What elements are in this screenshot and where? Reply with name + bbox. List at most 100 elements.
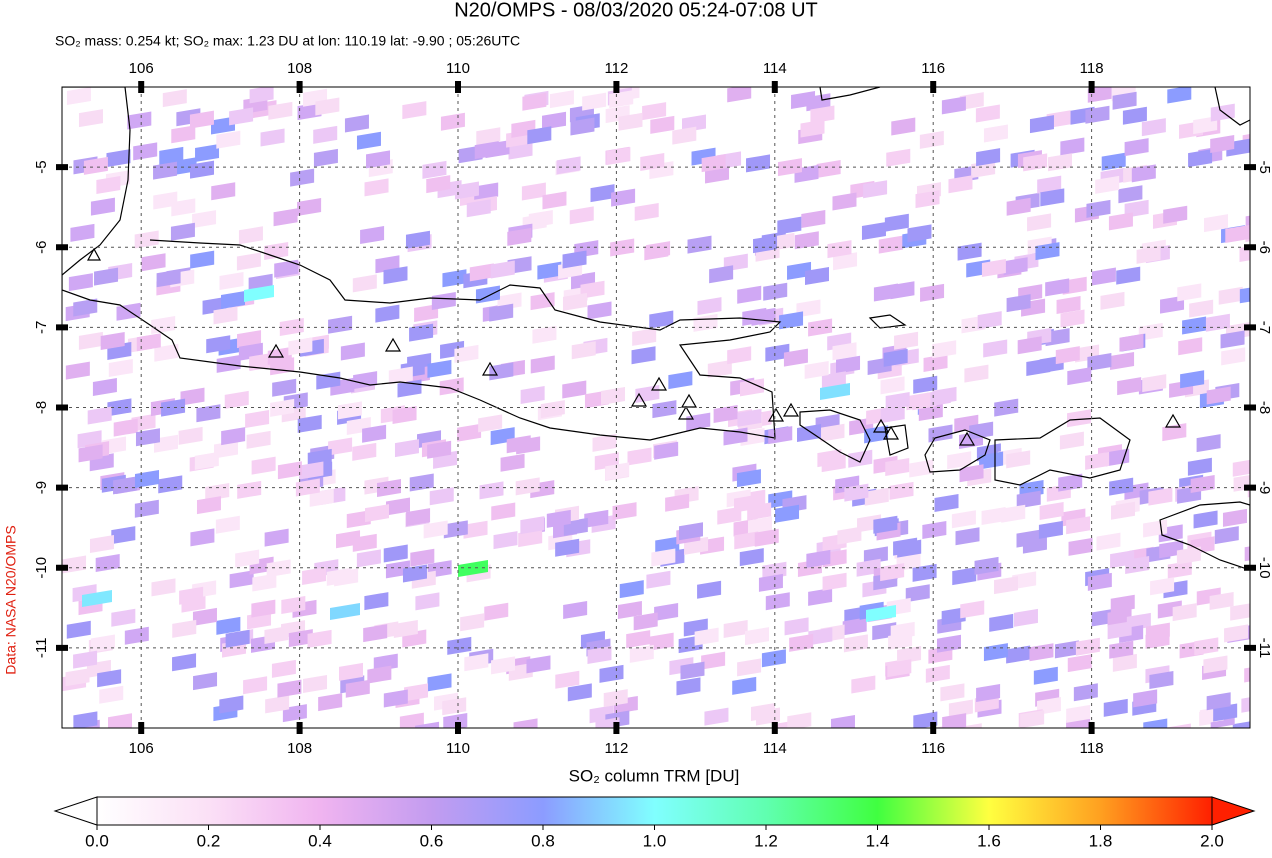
pixel <box>632 327 657 346</box>
pixel <box>880 563 905 582</box>
pixel <box>787 712 812 728</box>
pixel <box>96 176 121 195</box>
pixel <box>1055 346 1080 365</box>
pixel <box>701 651 726 670</box>
pixel <box>1194 637 1219 656</box>
pixel <box>195 144 220 163</box>
pixel <box>423 520 448 539</box>
pixel <box>1126 612 1151 631</box>
coastlines <box>62 87 1250 571</box>
pixel <box>959 464 984 483</box>
pixel <box>976 148 1001 167</box>
pixel <box>1244 546 1250 562</box>
pixel <box>1006 450 1031 469</box>
pixel <box>936 634 961 653</box>
pixel <box>113 418 138 437</box>
pixel <box>1210 135 1235 154</box>
volcano <box>630 392 648 407</box>
colorbar-tick-label: 1.8 <box>1089 831 1113 850</box>
pixel <box>562 380 587 399</box>
pixel <box>1241 697 1250 713</box>
pixel <box>404 683 429 702</box>
pixel <box>587 301 612 320</box>
pixel <box>631 346 656 365</box>
pixel <box>409 473 434 492</box>
pixel <box>887 659 912 678</box>
pixel <box>171 125 196 144</box>
pixel <box>569 206 594 225</box>
pixel <box>211 182 236 201</box>
pixel <box>336 530 361 549</box>
credit: Data: NASA N20/OMPS <box>3 525 19 674</box>
pixel <box>880 376 905 395</box>
pixel <box>587 646 612 665</box>
pixel <box>1230 603 1250 621</box>
pixel <box>932 340 957 359</box>
pixel <box>737 408 762 427</box>
pixel <box>1006 645 1031 664</box>
pixel <box>527 126 552 145</box>
pixel <box>229 107 254 126</box>
pixel <box>842 617 867 636</box>
title: N20/OMPS - 08/03/2020 05:24-07:08 UT <box>454 0 818 21</box>
pixel <box>765 592 790 611</box>
pixel <box>713 404 738 423</box>
colorbar-label: SO₂ column TRM [DU] <box>569 766 740 785</box>
pixel <box>611 188 636 207</box>
pixel <box>605 462 630 481</box>
pixel <box>307 448 332 467</box>
pixel <box>964 364 989 383</box>
pixel <box>884 213 909 232</box>
pixel <box>775 504 800 523</box>
pixel <box>1109 640 1134 659</box>
pixel <box>989 613 1014 632</box>
pixel <box>907 224 932 243</box>
pixel <box>905 584 930 603</box>
pixel <box>245 409 270 428</box>
pixel <box>894 331 919 350</box>
pixel <box>1162 423 1187 442</box>
pixel <box>251 456 276 475</box>
pixel <box>827 240 852 259</box>
pixel <box>457 423 482 442</box>
pixel <box>791 90 816 109</box>
pixel <box>330 603 360 620</box>
pixel <box>694 627 719 646</box>
pixel <box>1110 352 1135 371</box>
pixel <box>172 653 197 672</box>
pixel <box>709 265 734 284</box>
colorbar-tick-label: 0.2 <box>197 831 221 850</box>
pixel <box>243 676 268 695</box>
pixel <box>474 182 499 201</box>
y-tick-label: -6 <box>33 241 50 254</box>
pixel <box>422 160 447 179</box>
pixel <box>180 387 205 406</box>
pixel <box>864 487 889 506</box>
pixel <box>252 573 277 592</box>
pixel <box>406 508 431 527</box>
pixel <box>1182 316 1207 335</box>
pixel <box>707 359 732 378</box>
x-tick-label: 112 <box>604 60 628 77</box>
pixel <box>940 683 965 702</box>
colorbar-tick-label: 1.0 <box>643 831 667 850</box>
pixel <box>90 634 115 653</box>
coastline <box>1214 87 1250 126</box>
pixel <box>1148 487 1173 506</box>
coastline <box>884 424 909 456</box>
pixel <box>1091 267 1116 286</box>
pixel <box>507 227 532 246</box>
pixel <box>866 605 896 622</box>
pixel <box>520 385 545 404</box>
y-tick-label: -11 <box>33 638 50 659</box>
pixel <box>108 713 133 728</box>
pixel <box>1038 520 1063 539</box>
pixel <box>78 444 103 463</box>
pixel <box>474 141 499 160</box>
pixel <box>196 404 221 423</box>
pixel <box>66 620 91 639</box>
pixel <box>697 297 722 316</box>
pixel <box>1100 291 1125 310</box>
pixel <box>612 502 637 521</box>
pixel <box>1107 621 1132 640</box>
